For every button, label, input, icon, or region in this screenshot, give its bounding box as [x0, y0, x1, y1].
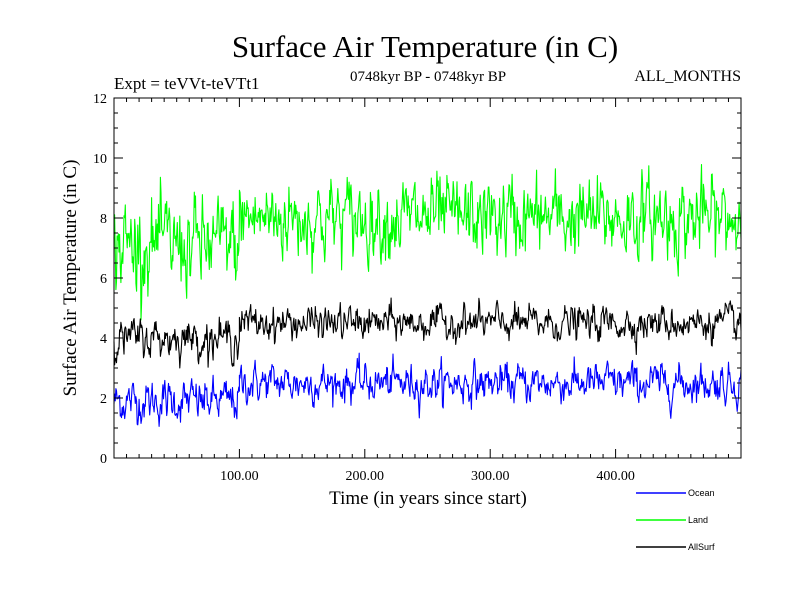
- x-tick-label: 200.00: [346, 469, 385, 484]
- legend-label-land: Land: [688, 515, 708, 525]
- y-tick-label: 2: [100, 392, 107, 407]
- x-tick-label: 300.00: [471, 469, 510, 484]
- plot-lines: [113, 164, 742, 427]
- y-tick-label: 0: [100, 452, 107, 467]
- y-axis-label: Surface Air Temperature (in C): [60, 160, 81, 397]
- series-line-ocean: [113, 352, 742, 427]
- x-axis-label: Time (in years since start): [329, 488, 527, 509]
- period-label: 0748kyr BP - 0748kyr BP: [350, 69, 506, 85]
- y-tick-label: 6: [100, 272, 107, 287]
- y-tick-label: 10: [93, 152, 107, 167]
- x-tick-label: 100.00: [220, 469, 259, 484]
- legend: Ocean Land AllSurf: [636, 488, 715, 552]
- y-tick-label: 12: [93, 92, 107, 107]
- series-line-land: [113, 164, 742, 321]
- months-label: ALL_MONTHS: [634, 68, 741, 85]
- legend-label-ocean: Ocean: [688, 488, 715, 498]
- x-axis: 100.00 200.00 300.00 400.00: [126, 98, 729, 484]
- y-tick-label: 4: [100, 332, 107, 347]
- x-tick-label: 400.00: [596, 469, 635, 484]
- chart-title: Surface Air Temperature (in C): [232, 29, 618, 64]
- series-line-allsurf: [113, 297, 742, 369]
- legend-label-allsurf: AllSurf: [688, 542, 715, 552]
- y-tick-label: 8: [100, 212, 107, 227]
- experiment-label: Expt = teVVt-teVTt1: [114, 74, 260, 93]
- y-axis: 0 2 4 6 8 10 12: [93, 92, 741, 467]
